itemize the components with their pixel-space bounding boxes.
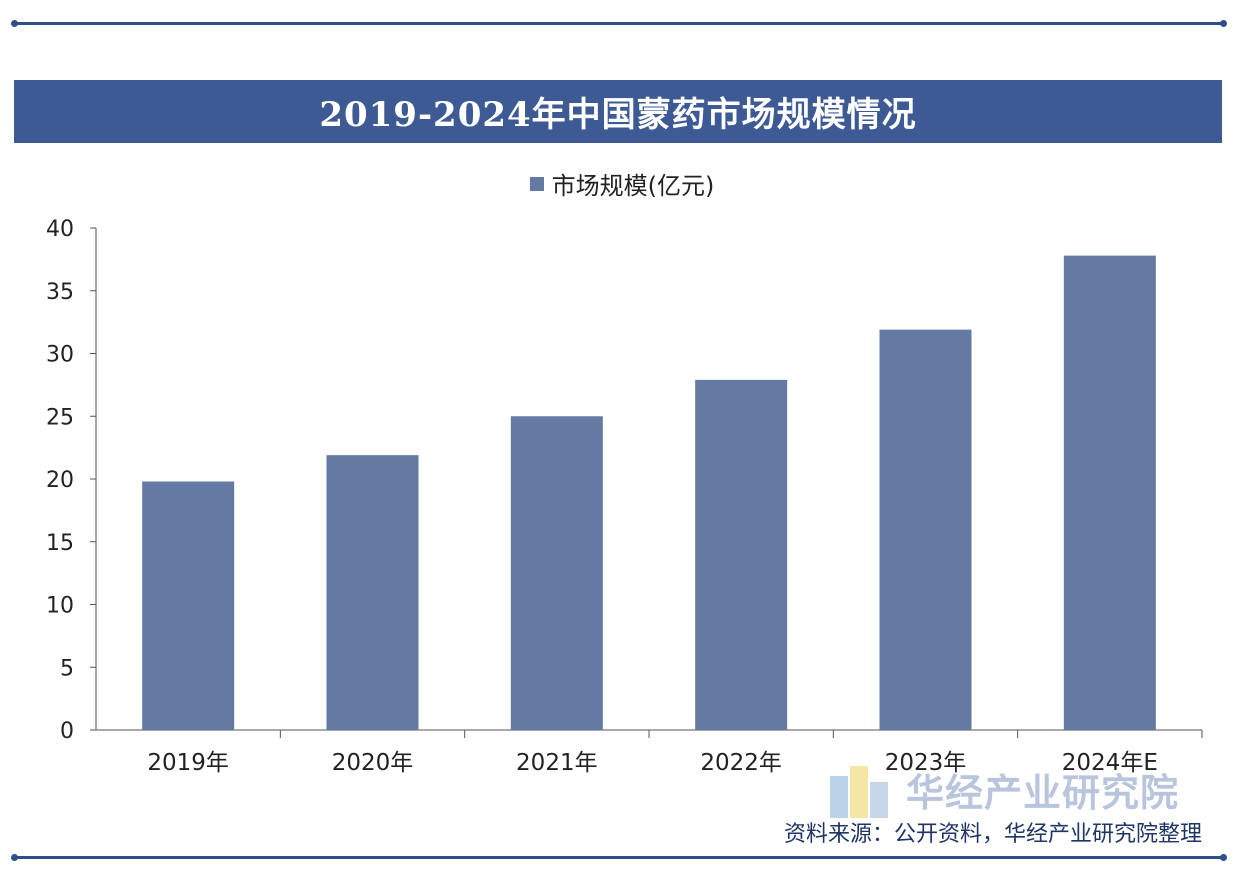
x-tick-label: 2021年: [516, 750, 598, 776]
y-tick-label: 5: [60, 656, 74, 681]
bottom-frame-line: [11, 854, 1227, 861]
y-tick-label: 20: [46, 468, 74, 493]
y-tick-label: 40: [46, 217, 74, 242]
watermark-text: 华经产业研究院: [906, 770, 1180, 815]
top-frame-line: [11, 20, 1227, 27]
y-tick-label: 10: [46, 594, 74, 619]
y-tick-label: 0: [60, 719, 74, 744]
title-bar: 2019-2024年中国蒙药市场规模情况: [14, 80, 1222, 143]
bar: [510, 416, 603, 730]
y-tick-label: 25: [46, 405, 74, 430]
watermark: 华经产业研究院: [830, 760, 1179, 818]
legend: 市场规模(亿元): [0, 166, 1244, 201]
source-note: 资料来源：公开资料，华经产业研究院整理: [783, 822, 1202, 847]
bar: [326, 455, 419, 730]
x-tick-label: 2019年: [147, 750, 229, 776]
chart-title: 2019-2024年中国蒙药市场规模情况: [319, 95, 917, 135]
bar: [142, 481, 235, 730]
x-tick-label: 2024年E: [1062, 750, 1158, 776]
legend-swatch: [529, 176, 544, 191]
y-tick-label: 30: [46, 343, 74, 368]
y-tick-label: 35: [46, 280, 74, 305]
x-tick-label: 2020年: [332, 750, 414, 776]
bar: [879, 329, 972, 730]
bar: [695, 379, 788, 730]
watermark-logo-icon: [830, 760, 892, 818]
y-tick-label: 15: [46, 531, 74, 556]
x-tick-label: 2023年: [885, 750, 967, 776]
bar: [1063, 255, 1156, 731]
legend-label: 市场规模(亿元): [551, 172, 715, 200]
x-tick-label: 2022年: [700, 750, 782, 776]
